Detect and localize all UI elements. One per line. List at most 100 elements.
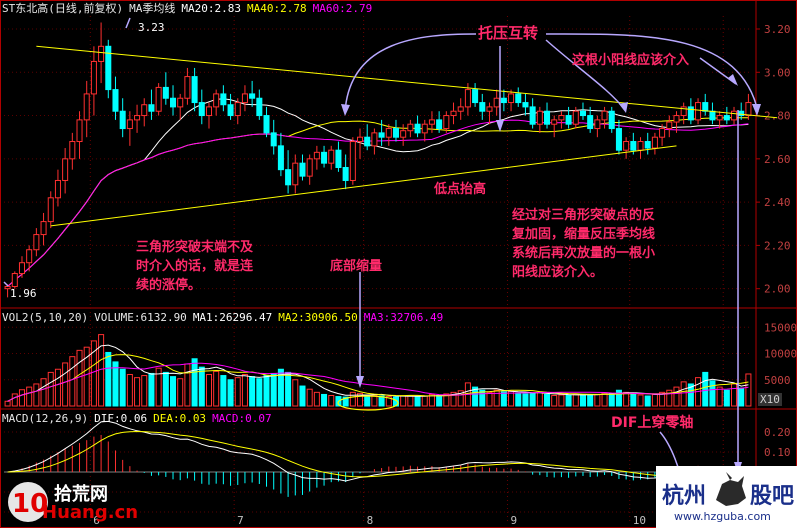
arrow-head [728,74,738,86]
watermark-left: 10 拾荒网 Huang.cn [2,478,138,526]
volume-bar [18,389,25,407]
candle-body [687,106,694,121]
volume-bar [594,393,601,407]
volume-bar [450,391,457,407]
volume-bar [119,368,126,407]
candle-body [371,132,378,147]
price-tick-label: 2.80 [764,110,791,123]
small-yang-arrow [699,57,737,85]
volume-ma1-line [7,344,749,402]
candle-body [659,128,666,138]
macd-header-item: DIF:0.06 [94,412,148,425]
candle-body [112,89,119,112]
candle-body [651,136,658,149]
candle-body [716,115,723,121]
volume-bar [134,377,141,407]
candle-body [47,197,54,223]
volume-bar [227,379,234,407]
low-point-rising-note: 低点抬高 [434,182,487,197]
volume-bar [270,372,277,407]
bottom-volume-note: 底部缩量 [330,259,383,274]
volume-bar [342,396,349,407]
main-header-item: MA季均线 [129,2,176,15]
candle-body [213,93,220,108]
candle-body [26,249,33,264]
candle-body [428,119,435,125]
candle-body [709,110,716,121]
watermark-left-logo-icon: 10 [8,482,48,522]
volume-bar [162,371,169,407]
volume-bar [709,380,716,407]
candle-body [457,106,464,112]
arrow-head [619,102,628,113]
volume-bar [234,377,241,407]
high-price-label: 3.23 [138,21,165,34]
candle-body [723,115,730,121]
high-marker-arrow [125,17,131,29]
price-tick-label: 2.60 [764,153,791,166]
volume-bar [558,394,565,407]
volume-bar [47,371,54,407]
volume-bar [292,379,299,407]
candle-body [105,45,112,91]
candle-body [515,93,522,104]
candle-body [285,169,292,186]
volume-bar [184,363,191,407]
volume-bar [349,391,356,407]
volume-bar [587,394,594,407]
macd-tick-label: 0.10 [764,446,791,459]
volume-bar [220,375,227,407]
retest-note-line: 复加固，缩量反压季均线 [512,227,656,242]
candle-body [623,141,630,151]
volume-bar [112,361,119,407]
candle-body [472,89,479,104]
candle-body [191,76,198,104]
candle-body [551,119,558,125]
volume-bar [256,378,263,407]
volume-bar [213,370,220,407]
volume-bar [565,395,572,407]
left-breakout-note: 三角形突破末端不及 时介入的话，就是连 续的涨停。 [136,238,253,295]
month-label: 7 [237,514,244,527]
left-note-line: 时介入的话，就是连 [136,259,254,274]
volume-bar [623,391,630,407]
candle-body [177,97,184,108]
volume-bar [205,374,212,407]
volume-bar [357,392,364,407]
volume-bar [148,372,155,407]
candle-body [306,158,313,177]
arrow-head [752,104,761,116]
candle-body [500,97,507,104]
candle-body [529,106,536,125]
volume-bar [738,387,745,407]
candle-body [436,119,443,130]
volume-tick-label: 5000 [764,374,791,387]
volume-bar [522,393,529,407]
left-note-line: 三角形突破末端不及 [136,240,254,255]
candle-body [299,162,306,177]
volume-bar [702,371,709,407]
volume-bar [400,395,407,407]
volume-bar [198,366,205,407]
candle-body [579,110,586,117]
candle-body [392,128,399,138]
candle-body [644,141,651,149]
bottom-volume-circle [337,395,399,411]
volume-bar [378,395,385,407]
triangle-trendline [36,45,778,119]
volume-bar [105,351,112,407]
volume-bar [407,395,414,407]
price-tick-label: 2.40 [764,196,791,209]
candle-body [270,132,277,147]
volume-bar [263,375,270,407]
triangle-trendline [50,145,677,227]
volume-bar [170,376,177,407]
volume-bar [385,396,392,407]
candle-body [565,115,572,125]
candle-body [33,234,40,251]
macd-tick-label: 0.20 [764,426,791,439]
candle-body [40,221,47,236]
volume-bar [579,393,586,407]
candle-body [421,123,428,134]
